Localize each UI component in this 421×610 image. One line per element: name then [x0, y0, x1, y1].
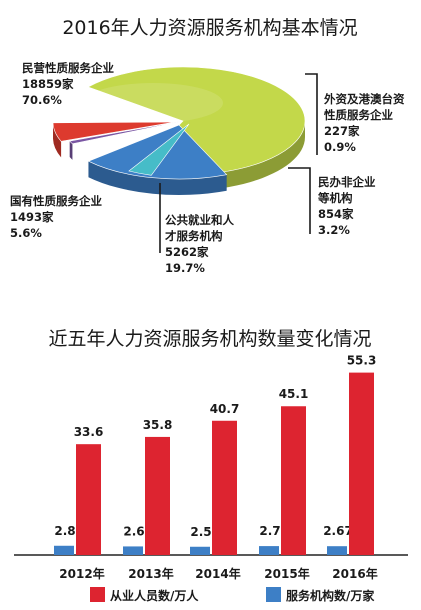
bar-institutions-value: 2.8 [54, 524, 75, 538]
bar-institutions-value: 2.7 [259, 524, 280, 538]
pie-slice-percent: 70.6% [22, 93, 62, 107]
pie-slice-label: 才服务机构 [165, 229, 223, 243]
legend-swatch-1 [266, 587, 281, 602]
bar-employees-1 [145, 436, 170, 555]
bar-institutions-2 [190, 546, 210, 555]
bar-category-label: 2012年 [59, 566, 104, 581]
bar-employees-4 [349, 372, 374, 555]
pie-highlight [83, 83, 223, 123]
pie-slice-2 [128, 123, 190, 176]
pie-slice-count: 854家 [318, 207, 354, 221]
legend-swatch-0 [90, 587, 105, 602]
pie-slice-label: 民办非企业 [318, 175, 376, 189]
bar-category-label: 2016年 [332, 566, 377, 581]
bar-chart-title: 近五年人力资源服务机构数量变化情况 [48, 328, 371, 350]
bar-legend: 从业人员数/万人 服务机构数/万家 [90, 587, 375, 603]
pie-label-4: 国有性质服务企业 1493家 5.6% [10, 194, 102, 240]
bar-institutions-4 [327, 546, 347, 555]
bar-category-label: 2013年 [128, 566, 173, 581]
bar-institutions-3 [259, 546, 279, 555]
pie-slice-percent: 5.6% [10, 226, 42, 240]
pie-slice-count: 18859家 [22, 77, 74, 91]
pie-slice-percent: 19.7% [165, 261, 205, 275]
pie-slice-label: 公共就业和人 [165, 213, 234, 227]
pie-slice-label: 等机构 [317, 191, 353, 205]
pie-leader-line [288, 167, 311, 234]
pie-slice-percent: 3.2% [318, 223, 350, 237]
bar-category-label: 2014年 [195, 566, 240, 581]
bar-employees-value: 40.7 [210, 402, 240, 416]
pie-label-0: 民营性质服务企业 18859家 70.6% [22, 61, 114, 107]
bar-employees-0 [76, 444, 101, 555]
bar-category-label: 2015年 [264, 566, 309, 581]
pie-chart-title: 2016年人力资源服务机构基本情况 [62, 17, 357, 39]
pie-slice-count: 5262家 [165, 245, 209, 259]
bar-institutions-value: 2.6 [123, 524, 144, 538]
pie-slice-1 [69, 120, 184, 145]
bar-employees-value: 33.6 [74, 425, 104, 439]
bar-institutions-1 [123, 546, 143, 555]
pie-slice-side-4 [53, 122, 62, 158]
legend-label: 服务机构数/万家 [286, 588, 375, 603]
pie-slice-side-3 [88, 161, 227, 195]
pie-slice-percent: 0.9% [324, 140, 356, 154]
bar-employees-value: 45.1 [279, 387, 309, 401]
pie-slice-side-1 [69, 141, 73, 160]
bar-chart: 2.8 33.6 2012年 2.6 35.8 2013年 2.5 40.7 2014年 2.7 4… [14, 354, 408, 603]
bar-employees-2 [212, 420, 237, 555]
bar-institutions-0 [54, 545, 74, 555]
pie-slice-label: 民营性质服务企业 [22, 61, 114, 75]
bar-employees-value: 35.8 [143, 418, 173, 432]
bar-institutions-value: 2.5 [190, 525, 211, 539]
pie-slice-count: 1493家 [10, 210, 54, 224]
pie-slice-label: 国有性质服务企业 [10, 194, 102, 208]
pie-slice-label: 外资及港澳台资 [323, 92, 405, 106]
bar-institutions-value: 2.67 [323, 524, 353, 538]
bar-employees-3 [281, 406, 306, 555]
bar-employees-value: 55.3 [347, 354, 377, 368]
pie-slice-side-0 [135, 121, 305, 191]
pie-leader-line [305, 73, 318, 155]
pie-slice-label: 性质服务企业 [324, 108, 393, 122]
legend-label: 从业人员数/万人 [110, 588, 199, 603]
pie-slice-count: 227家 [324, 124, 360, 138]
pie-slice-4 [52, 121, 176, 142]
